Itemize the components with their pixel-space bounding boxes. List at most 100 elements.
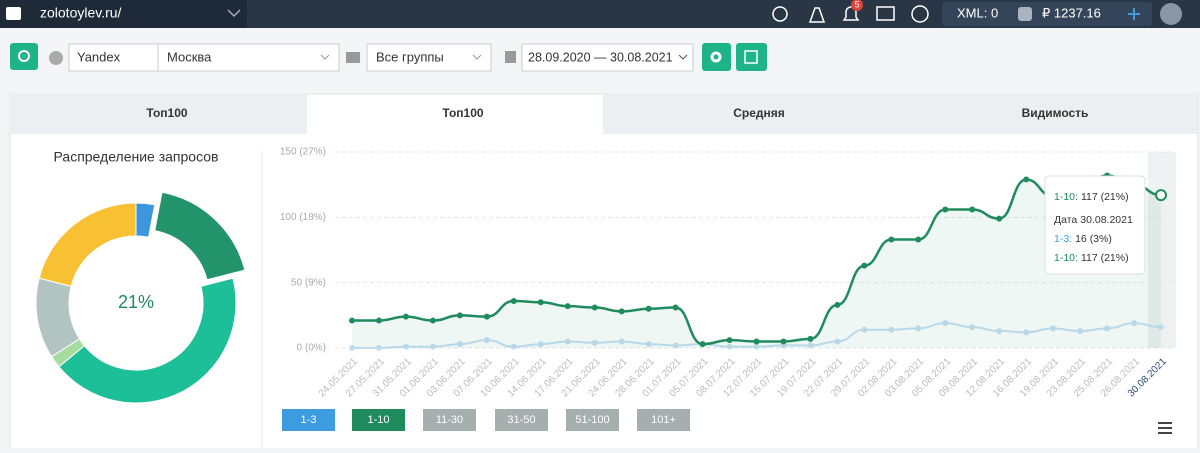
group: Все группы — [376, 49, 444, 64]
add-funds[interactable] — [1128, 8, 1140, 20]
range-button-label: 101+ — [651, 414, 676, 426]
point — [888, 236, 895, 243]
site-name: zolotoylev.ru/ — [40, 5, 122, 21]
briefcase-icon — [6, 7, 21, 20]
refresh-icon — [18, 50, 30, 62]
point — [672, 304, 679, 311]
point — [402, 313, 409, 320]
region-select[interactable] — [68, 43, 340, 72]
point — [753, 338, 760, 345]
range-button[interactable] — [423, 409, 476, 431]
point — [1104, 325, 1111, 332]
y-tick-label: 100 (18%) — [280, 212, 326, 223]
refresh-button[interactable] — [10, 43, 38, 70]
tab-label[interactable]: Средняя — [733, 106, 785, 120]
point — [564, 303, 571, 310]
balance-box — [942, 2, 1152, 26]
help-icon[interactable] — [911, 5, 929, 23]
tooltip-value: 117 (21%) — [1081, 252, 1129, 264]
menu-icon[interactable] — [1158, 422, 1172, 434]
point — [1023, 329, 1030, 336]
point — [726, 337, 733, 344]
range-button-label: 1-3 — [301, 414, 317, 426]
tooltip-key: Дата — [1054, 214, 1077, 226]
tooltip — [1044, 175, 1146, 275]
point — [349, 345, 355, 351]
settings-button[interactable] — [702, 43, 731, 71]
tooltip-value: 117 (21%) — [1081, 191, 1129, 203]
lab-icon[interactable] — [808, 7, 826, 23]
point — [456, 312, 463, 319]
weather-icon[interactable] — [772, 6, 788, 22]
range-button[interactable] — [637, 409, 690, 431]
point — [699, 341, 706, 348]
chevron — [320, 54, 330, 60]
calendar-icon — [505, 51, 516, 63]
y-tick-label: 50 (9%) — [291, 277, 326, 288]
folder-icon — [346, 52, 360, 63]
tab-label[interactable]: Видимость — [1022, 106, 1089, 120]
point — [456, 341, 463, 348]
point — [483, 313, 490, 320]
group-select[interactable] — [366, 43, 492, 72]
badge — [851, 0, 863, 11]
tab-bar — [11, 95, 1198, 134]
point — [834, 301, 841, 308]
point — [645, 341, 652, 348]
point — [510, 343, 517, 350]
hover-band — [1148, 152, 1176, 348]
tooltip-row: 1-3: 16 (3%) — [1054, 233, 1112, 245]
export-button[interactable] — [736, 43, 767, 71]
range-button[interactable] — [566, 409, 619, 431]
point — [537, 341, 544, 348]
site-select[interactable] — [0, 0, 247, 28]
point — [672, 342, 679, 349]
active-tab — [307, 95, 603, 135]
range-button[interactable] — [352, 409, 405, 431]
donut-slice — [58, 277, 237, 404]
point — [780, 338, 787, 345]
point — [349, 317, 355, 324]
tooltip-key: 1-10: — [1054, 191, 1078, 203]
tab-label[interactable]: Топ100 — [442, 106, 484, 120]
tooltip-value: 30.08.2021 — [1080, 214, 1133, 226]
y-tick-label: 150 (27%) — [280, 147, 326, 158]
range-button-label: 31-50 — [507, 414, 535, 426]
point — [807, 335, 814, 342]
balance: ₽ 1237.16 — [1042, 5, 1101, 20]
point — [942, 320, 949, 327]
tooltip-row: 1-10: 117 (21%) — [1054, 252, 1129, 264]
point — [645, 305, 652, 312]
donut-slice — [154, 191, 246, 281]
y-tick-label: 0 (0%) — [297, 343, 326, 354]
point — [375, 317, 382, 324]
point — [402, 343, 409, 350]
point — [996, 215, 1003, 222]
range-button[interactable] — [495, 409, 548, 431]
point — [483, 337, 490, 344]
point — [834, 338, 841, 345]
avatar[interactable] — [1160, 3, 1182, 25]
date-select[interactable] — [521, 43, 694, 72]
point — [429, 317, 436, 324]
point — [888, 326, 895, 333]
point — [861, 262, 868, 269]
point — [1131, 320, 1138, 327]
xml-count: XML: 0 — [957, 5, 998, 20]
point — [375, 345, 382, 351]
badge-count: 5 — [854, 0, 859, 9]
mail-icon[interactable] — [876, 6, 895, 21]
point — [618, 338, 625, 345]
export-icon — [744, 50, 758, 64]
range-button[interactable] — [282, 409, 335, 431]
point — [861, 326, 868, 333]
tooltip-key: 1-10: — [1054, 252, 1078, 264]
point — [591, 339, 598, 346]
tab-label[interactable]: Топ100 — [146, 106, 188, 120]
wallet-icon — [1018, 7, 1032, 21]
tooltip-row: Дата 30.08.2021 — [1054, 214, 1133, 226]
point — [969, 324, 976, 331]
point — [969, 206, 976, 213]
point — [537, 299, 544, 306]
tooltip-value: 16 (3%) — [1075, 233, 1112, 245]
